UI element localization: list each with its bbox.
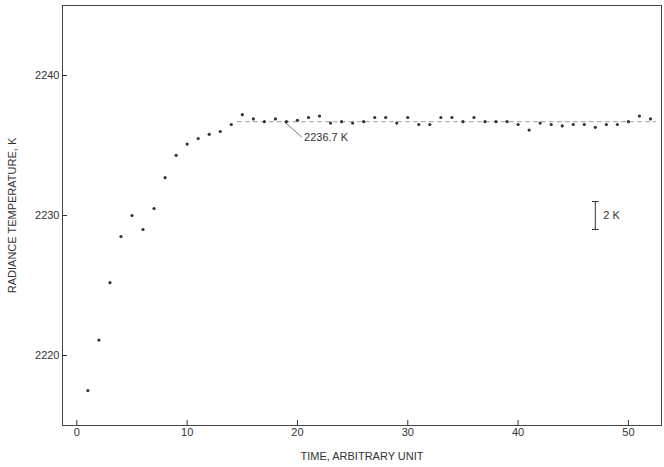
svg-text:50: 50: [622, 426, 634, 438]
svg-text:TIME, ARBITRARY UNIT: TIME, ARBITRARY UNIT: [300, 450, 423, 462]
svg-text:40: 40: [512, 426, 524, 438]
svg-text:RADIANCE TEMPERATURE, K: RADIANCE TEMPERATURE, K: [6, 137, 18, 293]
svg-text:2240: 2240: [35, 69, 59, 81]
svg-text:2230: 2230: [35, 209, 59, 221]
svg-text:2220: 2220: [35, 349, 59, 361]
svg-text:2 K: 2 K: [603, 209, 620, 221]
svg-text:0: 0: [74, 426, 80, 438]
svg-text:20: 20: [291, 426, 303, 438]
svg-text:2236.7 K: 2236.7 K: [304, 131, 349, 143]
svg-text:10: 10: [181, 426, 193, 438]
svg-text:30: 30: [402, 426, 414, 438]
